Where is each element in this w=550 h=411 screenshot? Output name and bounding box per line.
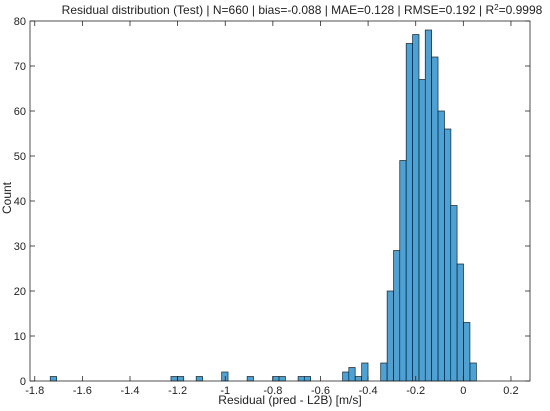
histogram-bar [342,371,350,382]
x-tick-label: -1.6 [73,385,92,397]
x-tick-label: 0.2 [503,385,518,397]
x-tick-label: 0 [460,385,466,397]
histogram-bar [437,110,445,382]
y-tick-label: 10 [14,331,26,343]
x-tick-label: -0.8 [263,385,282,397]
histogram-bar [444,128,452,382]
histogram-bar [412,34,420,382]
histogram-bar [354,376,362,382]
histogram-bar [431,56,439,382]
histogram-bar [463,322,471,382]
histogram-bar [272,376,280,382]
x-tick-label: -0.4 [359,385,378,397]
histogram-bar [297,376,305,382]
chart-title: Residual distribution (Test) | N=660 | b… [62,3,543,17]
histogram-bar [246,376,254,382]
histogram-bar [49,376,57,382]
y-tick-label: 30 [14,241,26,253]
chart-title-tail: =0.9998 [499,3,543,17]
histogram-bar [393,250,401,382]
x-tick-label: -1.4 [121,385,140,397]
histogram-bar [456,263,464,382]
x-tick-label: -0.2 [406,385,425,397]
histogram-bar [177,376,185,382]
y-tick-label: 0 [20,376,26,388]
histogram-bar [450,205,458,382]
chart-axes: -1.8 -1.6 -1.4 -1.2 -1 -0.8 -0.6 -0.4 -0.2 0 0.2 0 1… [14,16,531,397]
y-tick-label: 60 [14,106,26,118]
histogram-bars [49,29,477,382]
y-tick-label: 70 [14,61,26,73]
histogram-bar [386,290,394,382]
y-tick-label: 50 [14,151,26,163]
histogram-bar [303,376,312,382]
histogram-bar [361,362,369,382]
x-tick-label: -1.2 [168,385,187,397]
histogram-bar [405,43,413,382]
chart-title-main: Residual distribution (Test) | N=660 | b… [62,3,495,17]
y-tick-label: 40 [14,196,26,208]
histogram-bar [424,29,432,382]
y-tick-label: 20 [14,286,26,298]
histogram-bar [278,376,286,382]
x-tick-label: -1 [220,385,230,397]
histogram-bar [399,160,407,382]
chart-title-superscript: 2 [494,3,499,12]
histogram-bar [418,79,426,382]
x-tick-label: -0.6 [311,385,330,397]
histogram-bar [195,376,203,382]
x-tick-label: -1.8 [25,385,44,397]
x-axis-label: Residual (pred - L2B) [m/s] [218,393,361,407]
y-axis-label: Count [0,181,14,214]
histogram-bar [469,362,477,382]
histogram-bar [380,362,388,382]
histogram-bar [170,376,178,382]
y-tick-label: 80 [14,16,26,28]
histogram-bar [348,367,356,382]
